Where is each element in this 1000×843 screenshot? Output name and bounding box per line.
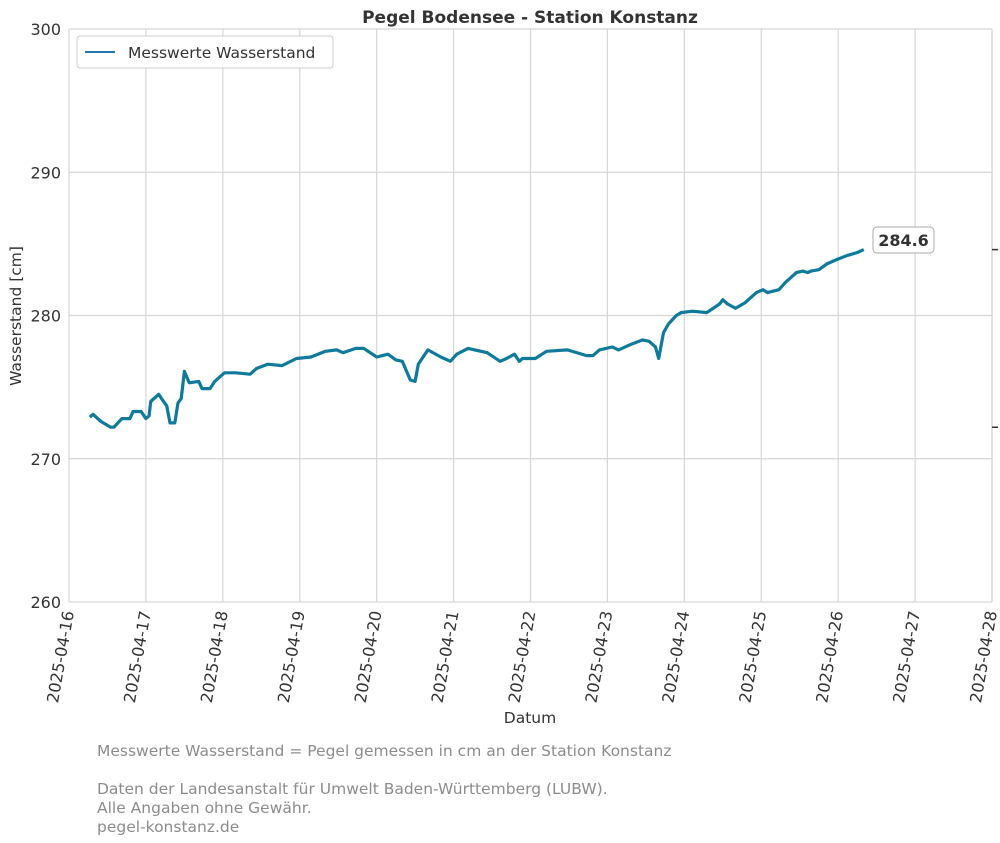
last-value-annotation: 284.6 xyxy=(872,226,935,254)
y-tick-label: 290 xyxy=(30,163,61,182)
grid xyxy=(68,28,993,603)
x-tick-label: 2025-04-23 xyxy=(581,609,616,704)
x-tick-label: 2025-04-19 xyxy=(274,609,309,704)
y-tick-label: 270 xyxy=(30,450,61,469)
footer-website: pegel-konstanz.de xyxy=(97,818,240,836)
y-axis-label: Wasserstand [cm] xyxy=(7,246,25,386)
legend: Messwerte Wasserstand xyxy=(76,35,334,69)
footer-source: Daten der Landesanstalt für Umwelt Baden… xyxy=(97,780,608,798)
last-value-label: 284.6 xyxy=(878,231,929,250)
x-tick-label: 2025-04-24 xyxy=(658,609,693,704)
x-tick-label: 2025-04-20 xyxy=(351,609,386,704)
legend-label: Messwerte Wasserstand xyxy=(128,44,315,62)
chart-title: Pegel Bodensee - Station Konstanz xyxy=(362,8,698,28)
x-tick-label: 2025-04-25 xyxy=(735,609,770,704)
x-tick-label: 2025-04-28 xyxy=(966,609,1000,704)
x-tick-label: 2025-04-21 xyxy=(428,609,463,704)
y-tick-label: 300 xyxy=(30,20,61,39)
y-tick-label: 260 xyxy=(30,593,61,612)
series-line-messwerte xyxy=(88,248,865,429)
footer-disclaimer: Alle Angaben ohne Gewähr. xyxy=(97,799,312,817)
x-tick-label: 2025-04-22 xyxy=(505,609,540,704)
x-tick-label: 2025-04-27 xyxy=(889,609,924,704)
x-tick-label: 2025-04-17 xyxy=(120,609,155,704)
x-tick-label: 2025-04-16 xyxy=(43,609,78,704)
x-tick-label: 2025-04-26 xyxy=(812,609,847,704)
right-axis-ticks xyxy=(992,248,998,428)
x-ticks: 2025-04-16 2025-04-17 2025-04-18 2025-04-19… xyxy=(43,609,1000,704)
y-tick-label: 280 xyxy=(30,307,61,326)
data-points xyxy=(89,249,864,428)
footer-note: Messwerte Wasserstand = Pegel gemessen i… xyxy=(97,742,672,760)
x-axis-label: Datum xyxy=(504,709,556,727)
x-tick-label: 2025-04-18 xyxy=(197,609,232,704)
y-ticks: 260 270 280 290 300 xyxy=(30,20,61,612)
